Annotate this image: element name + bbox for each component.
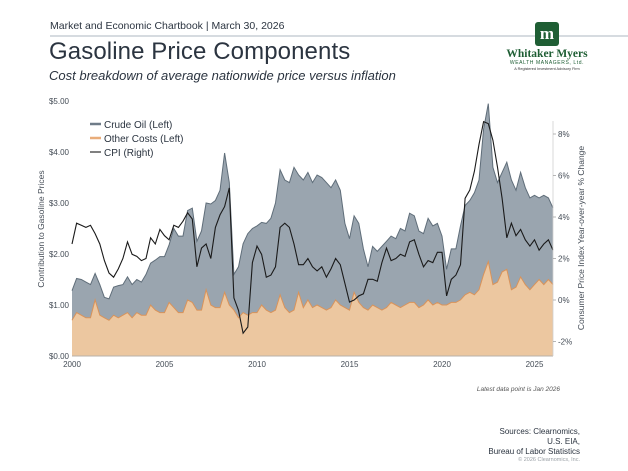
y-tick-label: $3.00 — [49, 199, 70, 208]
latest-data-note: Latest data point is Jan 2026 — [476, 386, 560, 393]
cpi-line — [71, 120, 554, 335]
source-line: U.S. EIA, — [547, 437, 580, 446]
y-tick-label: $5.00 — [49, 97, 70, 106]
logo-subtitle: WEALTH MANAGERS, Ltd. — [509, 60, 585, 66]
other-costs-edge — [71, 259, 554, 321]
legend-label-cpi: CPI (Right) — [104, 148, 153, 159]
chartbook-kicker: Market and Economic Chartbook | March 30… — [50, 20, 285, 32]
header-divider — [50, 35, 628, 37]
page-subtitle: Cost breakdown of average nationwide pri… — [49, 68, 396, 83]
x-tick-label: 2010 — [248, 360, 266, 369]
axes: $0.00 $1.00 $2.00 $3.00 $4.00 $5.00 -2% 0% 2% 4% 6… — [49, 97, 572, 369]
y-axis-title-left: Contribution to Gasoline Prices — [36, 170, 46, 287]
y2-tick-label: 8% — [558, 130, 570, 139]
source-line: Bureau of Labor Statistics — [488, 447, 580, 456]
x-tick-label: 2015 — [341, 360, 359, 369]
x-tick-label: 2020 — [433, 360, 451, 369]
legend-label-other: Other Costs (Left) — [104, 134, 183, 145]
crude-oil-area — [72, 103, 553, 356]
copyright: © 2026 Clearnomics, Inc. — [518, 457, 580, 463]
y-tick-label: $1.00 — [49, 301, 70, 310]
legend-label-crude: Crude Oil (Left) — [104, 120, 172, 131]
y2-tick-label: -2% — [558, 338, 572, 347]
company-logo: m Whitaker Myers WEALTH MANAGERS, Ltd. A… — [492, 22, 602, 71]
y-tick-label: $0.00 — [49, 352, 70, 361]
x-tick-label: 2000 — [63, 360, 81, 369]
y2-tick-label: 4% — [558, 213, 570, 222]
logo-name: Whitaker Myers — [506, 48, 588, 60]
legend: Crude Oil (Left) Other Costs (Left) CPI … — [90, 120, 183, 159]
logo-tagline: A Registered Investment Advisory Firm — [514, 67, 580, 71]
source-line: Sources: Clearnomics, — [499, 427, 580, 436]
y-tick-label: $2.00 — [49, 250, 70, 259]
crude-oil-edge — [71, 103, 554, 300]
y2-tick-label: 0% — [558, 296, 570, 305]
plot-area — [71, 103, 554, 356]
sources: Sources: Clearnomics, U.S. EIA, Bureau o… — [488, 427, 580, 457]
x-tick-label: 2025 — [526, 360, 544, 369]
y2-tick-label: 2% — [558, 255, 570, 264]
y2-tick-label: 6% — [558, 172, 570, 181]
y-tick-label: $4.00 — [49, 148, 70, 157]
page-title: Gasoline Price Components — [49, 38, 351, 65]
logo-mark-icon: m — [535, 22, 559, 46]
x-tick-label: 2005 — [156, 360, 174, 369]
y-axis-title-right: Consumer Price Index Year-over-year % Ch… — [576, 146, 586, 331]
other-costs-area — [72, 261, 553, 356]
